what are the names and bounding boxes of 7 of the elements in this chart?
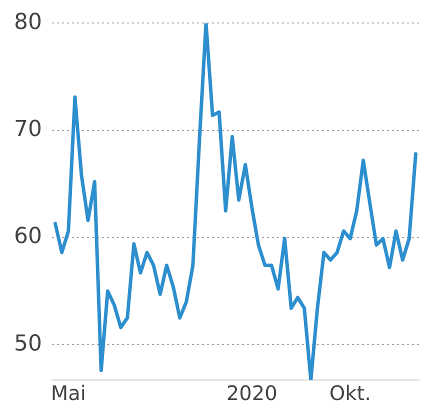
x-tick-label: 2020 bbox=[226, 381, 278, 406]
y-tick-label: 50 bbox=[14, 331, 42, 356]
y-tick-label: 60 bbox=[14, 224, 42, 250]
y-tick-label: 80 bbox=[14, 10, 42, 35]
x-tick-label: Okt. bbox=[329, 381, 371, 406]
x-tick-label: Mai bbox=[50, 381, 86, 406]
y-tick-label: 70 bbox=[14, 117, 42, 142]
